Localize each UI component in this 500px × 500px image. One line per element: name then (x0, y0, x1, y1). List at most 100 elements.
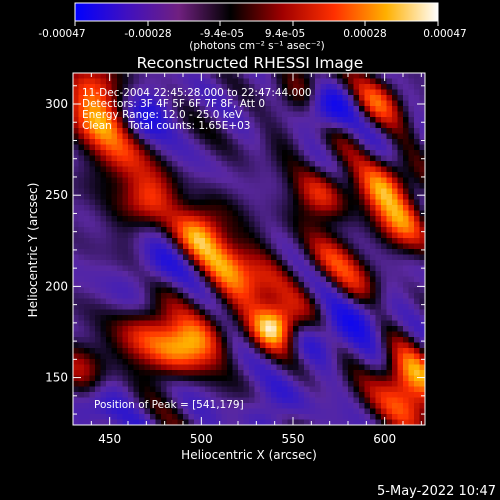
heatmap-cell (89, 304, 96, 310)
heatmap-cell (276, 199, 283, 206)
heatmap-cell (331, 172, 338, 178)
heatmap-cell (260, 194, 266, 200)
heatmap-cell (111, 221, 118, 228)
heatmap-cell (276, 408, 283, 415)
heatmap-cell (216, 243, 222, 250)
heatmap-cell (155, 100, 162, 107)
heatmap-cell (177, 326, 184, 332)
heatmap-cell (78, 397, 85, 404)
heatmap-cell (216, 111, 222, 118)
heatmap-cell (403, 144, 409, 151)
heatmap-cell (128, 326, 134, 332)
heatmap-cell (293, 139, 299, 145)
heatmap-cell (194, 150, 200, 156)
heatmap-cell (337, 254, 343, 261)
heatmap-cell (100, 271, 107, 277)
heatmap-cell (260, 73, 266, 79)
heatmap-cell (100, 177, 107, 184)
heatmap-cell (287, 221, 294, 228)
heatmap-cell (111, 364, 118, 371)
heatmap-cell (122, 172, 129, 178)
heatmap-cell (227, 155, 233, 162)
heatmap-cell (216, 172, 222, 178)
heatmap-cell (392, 260, 398, 266)
heatmap-cell (78, 188, 85, 195)
heatmap-cell (78, 199, 85, 206)
heatmap-cell (144, 254, 151, 261)
heatmap-cell (375, 293, 382, 299)
heatmap-cell (331, 337, 338, 343)
heatmap-cell (348, 331, 354, 338)
heatmap-cell (183, 348, 189, 354)
heatmap-cell (172, 353, 178, 360)
heatmap-cell (232, 150, 239, 156)
heatmap-cell (183, 271, 189, 277)
heatmap-cell (139, 95, 145, 101)
heatmap-cell (227, 194, 233, 200)
heatmap-cell (205, 128, 211, 134)
heatmap-cell (89, 133, 96, 140)
heatmap-cell (381, 111, 387, 118)
heatmap-cell (331, 381, 338, 387)
heatmap-cell (375, 331, 382, 338)
heatmap-cell (128, 419, 134, 425)
heatmap-cell (375, 133, 382, 140)
heatmap-cell (166, 342, 173, 349)
heatmap-cell (89, 221, 96, 228)
heatmap-cell (172, 216, 178, 222)
heatmap-cell (304, 309, 310, 316)
heatmap-cell (309, 265, 316, 272)
heatmap-cell (353, 419, 360, 425)
heatmap-cell (216, 205, 222, 211)
heatmap-cell (89, 249, 96, 255)
heatmap-cell (216, 353, 222, 360)
heatmap-cell (320, 106, 327, 112)
heatmap-cell (243, 293, 250, 299)
heatmap-cell (150, 188, 156, 195)
heatmap-cell (249, 117, 255, 123)
heatmap-cell (133, 117, 140, 123)
heatmap-cell (320, 89, 327, 96)
heatmap-cell (166, 100, 173, 107)
heatmap-cell (260, 227, 266, 233)
heatmap-cell (348, 177, 354, 184)
heatmap-cell (342, 282, 349, 288)
heatmap-cell (403, 265, 409, 272)
heatmap-cell (287, 381, 294, 387)
heatmap-cell (392, 150, 398, 156)
heatmap-cell (337, 227, 343, 233)
heatmap-cell (232, 172, 239, 178)
heatmap-cell (304, 287, 310, 294)
heatmap-cell (166, 122, 173, 129)
heatmap-cell (414, 375, 420, 382)
heatmap-cell (298, 194, 305, 200)
heatmap-cell (84, 304, 90, 310)
heatmap-cell (403, 100, 409, 107)
heatmap-cell (397, 293, 404, 299)
heatmap-cell (271, 370, 277, 376)
heatmap-cell (260, 287, 266, 294)
heatmap-cell (381, 84, 387, 90)
heatmap-cell (199, 172, 206, 178)
heatmap-cell (397, 73, 404, 79)
heatmap-cell (337, 326, 343, 332)
heatmap-cell (117, 265, 123, 272)
heatmap-cell (238, 342, 244, 349)
heatmap-cell (128, 342, 134, 349)
heatmap-cell (419, 78, 425, 85)
heatmap-cell (408, 342, 415, 349)
heatmap-cell (122, 232, 129, 239)
heatmap-cell (210, 161, 217, 167)
heatmap-cell (249, 177, 255, 184)
heatmap-cell (370, 309, 376, 316)
heatmap-cell (238, 309, 244, 316)
heatmap-cell (232, 381, 239, 387)
heatmap-cell (73, 172, 79, 178)
heatmap-cell (364, 381, 371, 387)
heatmap-cell (243, 221, 250, 228)
heatmap-cell (205, 282, 211, 288)
heatmap-cell (232, 155, 239, 162)
heatmap-cell (381, 309, 387, 316)
heatmap-cell (326, 419, 332, 425)
heatmap-cell (386, 100, 393, 107)
